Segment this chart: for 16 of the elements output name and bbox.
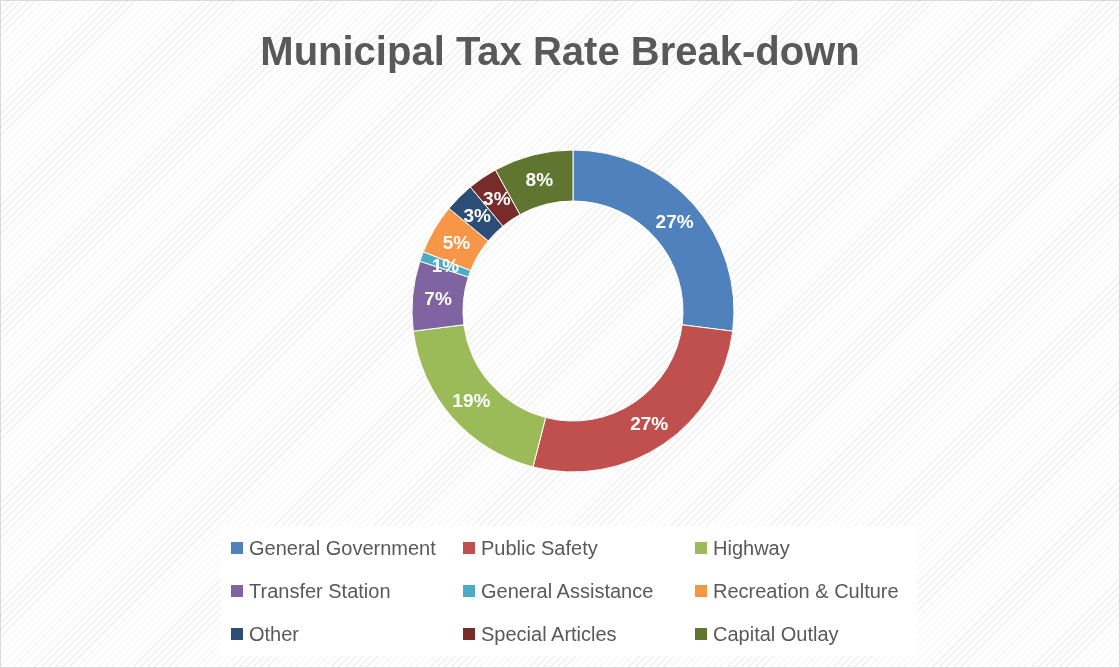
legend-label: Special Articles — [481, 622, 617, 646]
legend-label: Transfer Station — [249, 579, 391, 603]
legend-label: General Assistance — [481, 579, 654, 603]
data-label: 27% — [655, 210, 694, 232]
data-label: 7% — [424, 287, 452, 309]
data-label: 19% — [452, 390, 491, 412]
legend-label: Highway — [713, 536, 790, 560]
legend-label: Other — [249, 622, 300, 646]
data-label: 5% — [442, 231, 471, 253]
legend-label: Capital Outlay — [713, 622, 839, 646]
chart-title: Municipal Tax Rate Break-down — [259, 29, 861, 74]
data-label: 8% — [525, 169, 554, 191]
data-label: 27% — [630, 412, 669, 434]
legend-label: Public Safety — [481, 536, 598, 560]
legend-label: General Government — [249, 536, 436, 560]
legend-label: Recreation & Culture — [713, 579, 899, 603]
